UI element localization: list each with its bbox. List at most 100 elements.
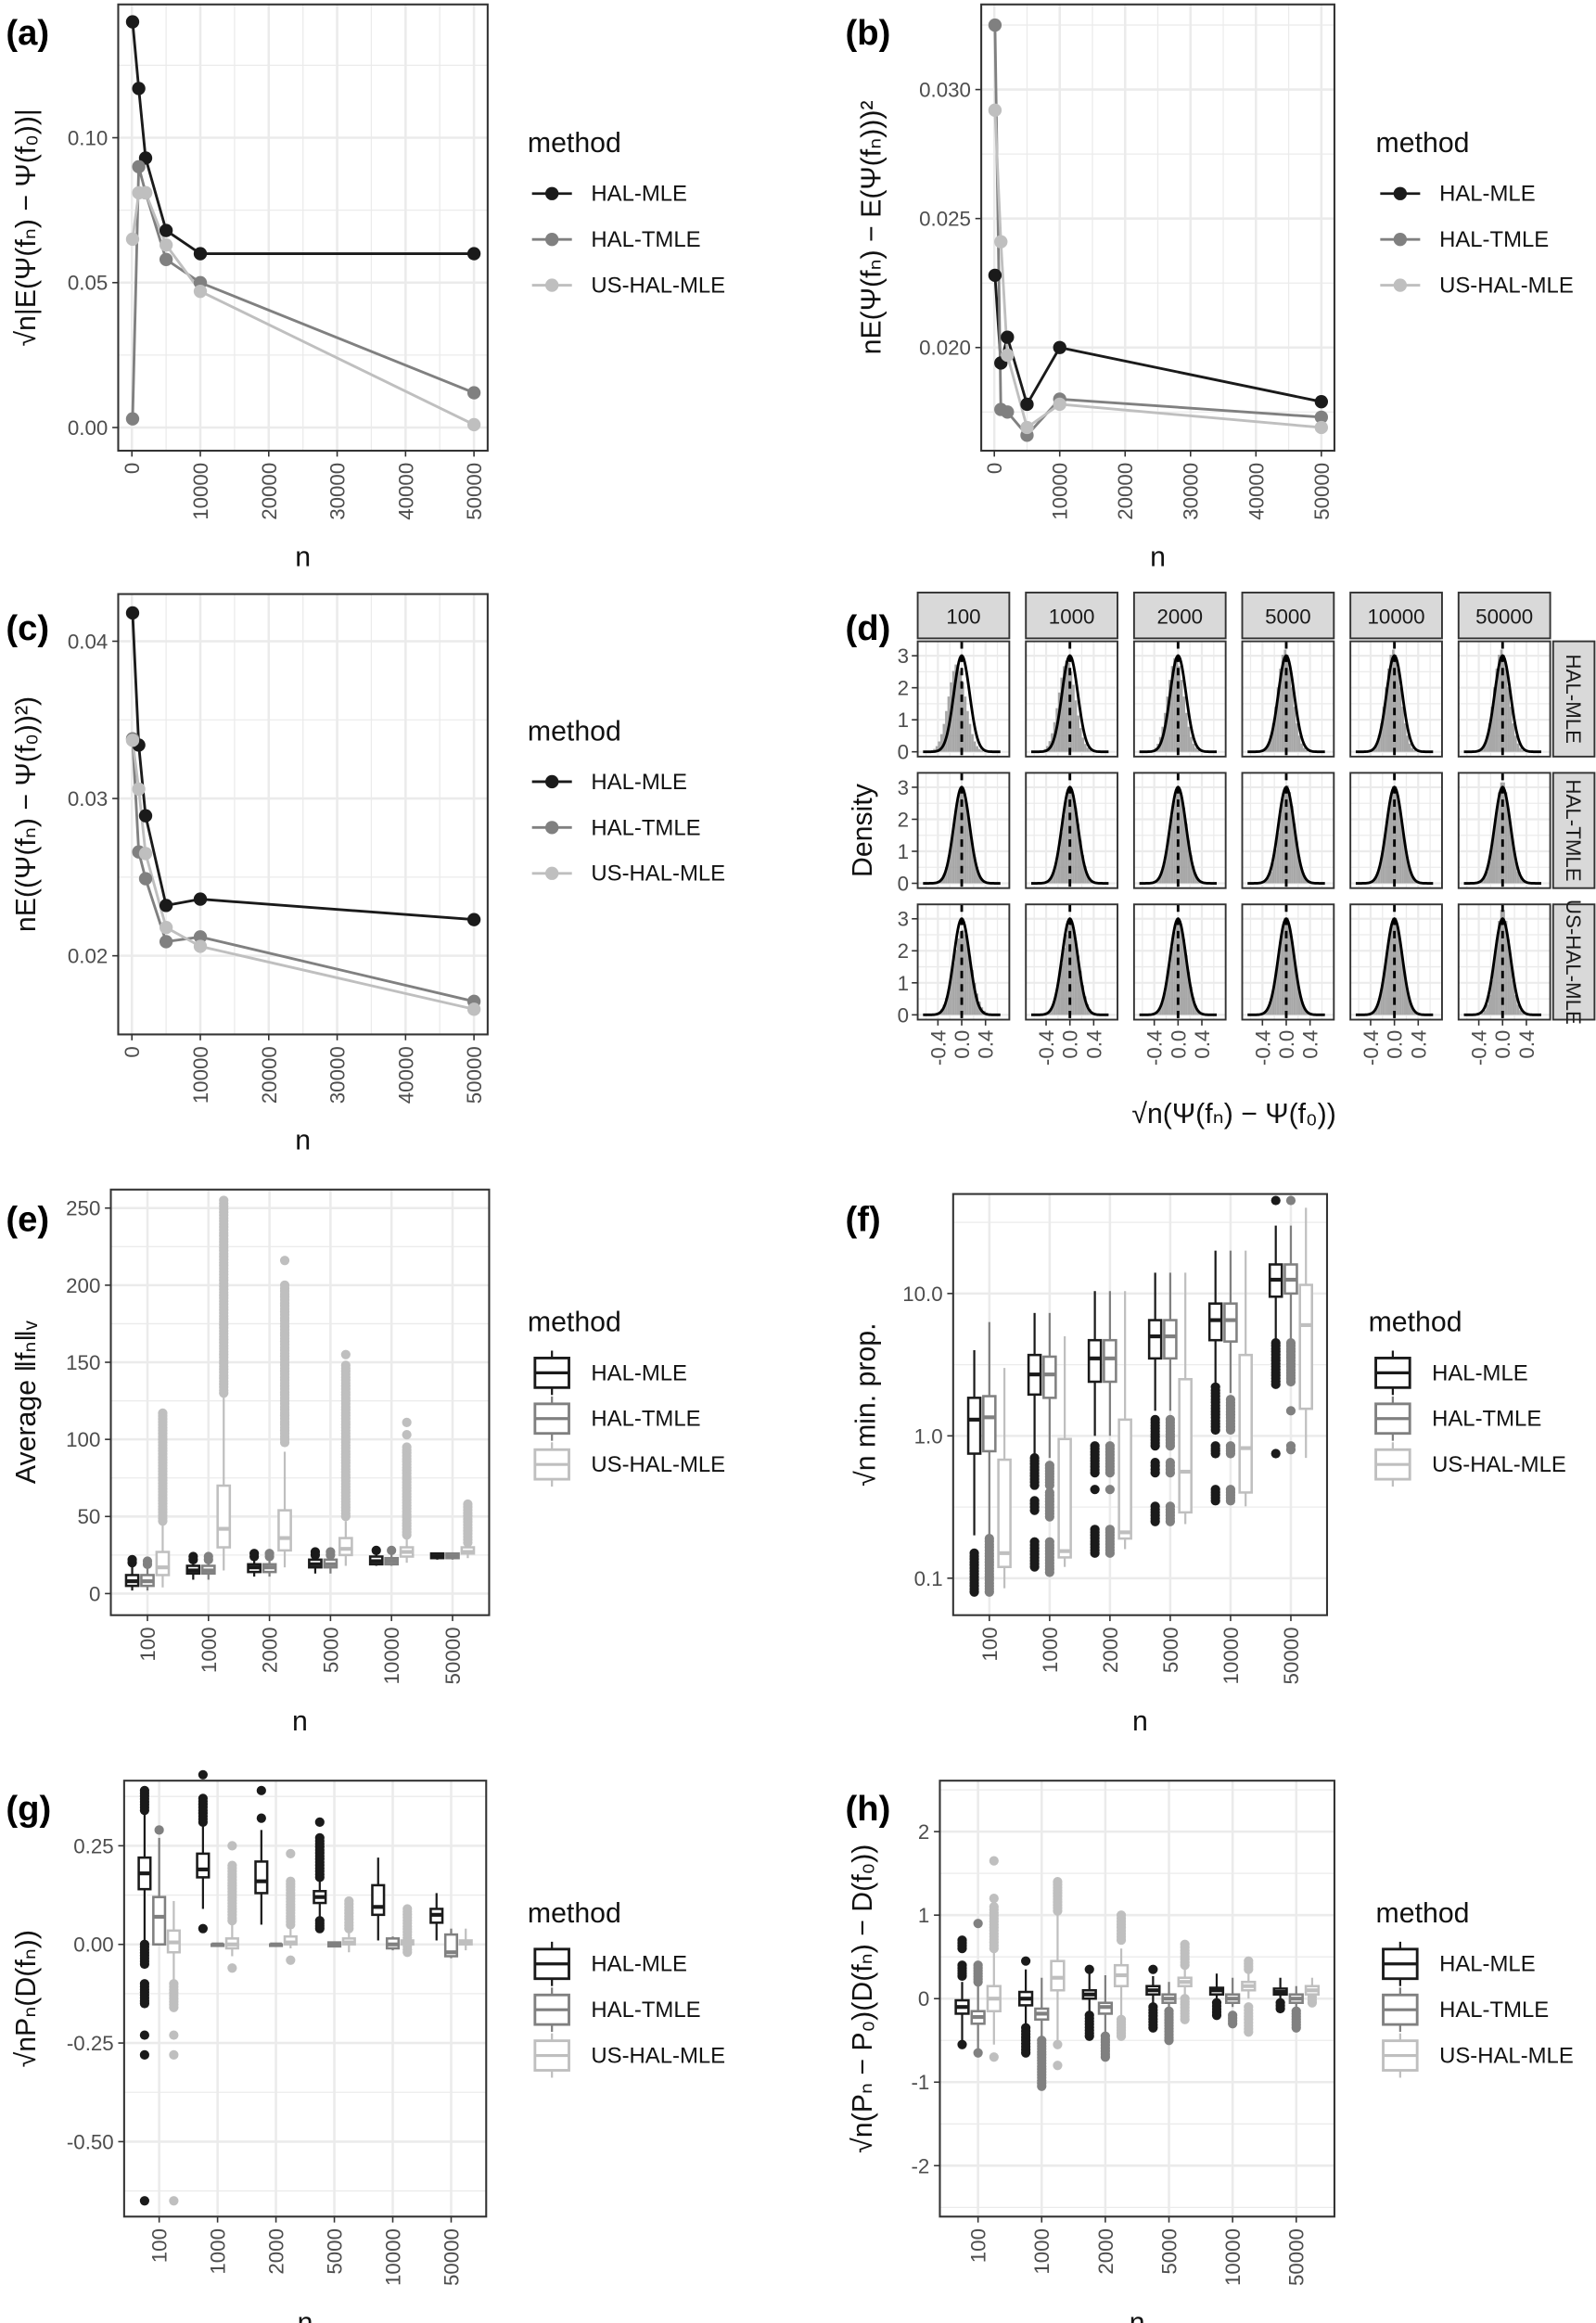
histogram-bar: [1403, 723, 1407, 752]
y-tick-label: 1: [918, 1904, 929, 1927]
boxplot-us-hal-mle: [338, 1349, 353, 1566]
panel-letter: (g): [6, 1789, 51, 1829]
boxplot-hal-mle: [1147, 1272, 1163, 1526]
panel-border: [980, 3, 1335, 453]
outlier-point: [989, 1894, 999, 1904]
histogram-bar: [1406, 860, 1410, 884]
facet: -0.4 0.0 0.4: [1025, 903, 1118, 1066]
legend-label: US-HAL-MLE: [591, 2044, 725, 2069]
outlier-point: [264, 1549, 275, 1559]
outlier-point: [957, 1935, 967, 1946]
data-point: [988, 103, 1002, 118]
boxplot-hal-mle: [247, 1549, 262, 1577]
y-tick-label: 100: [66, 1428, 100, 1451]
legend-label: HAL-MLE: [591, 1952, 687, 1977]
y-tick-label: -2: [911, 2154, 929, 2177]
panel-border: [1132, 640, 1227, 758]
box: [966, 1397, 982, 1455]
x-tick-label: 2000: [1099, 1627, 1122, 1673]
x-axis-title: n: [298, 2308, 313, 2323]
outlier-point: [1285, 1337, 1296, 1348]
legend-item-hal-mle: HAL-MLE: [1374, 1350, 1528, 1396]
outlier-point: [1180, 1939, 1190, 1949]
histogram-bar: [973, 741, 977, 752]
legend-item-hal-tmle: HAL-TMLE: [533, 1987, 701, 2033]
histogram-bar: [1483, 877, 1487, 884]
legend-key-point: [1393, 186, 1408, 200]
histogram-bar: [1519, 1010, 1522, 1015]
outlier-point: [198, 1769, 208, 1780]
legend-key-point: [1393, 232, 1408, 247]
boxplot-us-hal-mle: [277, 1256, 292, 1568]
outlier-point: [1210, 1485, 1220, 1495]
histogram-bar: [1276, 960, 1280, 1015]
histogram-bar: [1163, 992, 1167, 1015]
histogram-bar: [954, 664, 957, 752]
histogram-bar: [1180, 795, 1183, 884]
boxplot-hal-tmle: [269, 1942, 284, 1947]
histogram-bar: [976, 746, 979, 752]
histogram-bar: [1270, 1002, 1272, 1015]
x-tick-label: 0: [121, 463, 144, 474]
histogram-bar: [1192, 744, 1195, 752]
boxplot-hal-mle: [1208, 1973, 1225, 2021]
x-tick-label: -0.4: [1035, 1030, 1058, 1066]
boxplot-hal-mle: [368, 1545, 384, 1566]
histogram-bar: [1302, 874, 1306, 884]
histogram-bar: [962, 793, 964, 884]
legend-item-hal-mle: HAL-MLE: [1382, 1941, 1536, 1986]
legend-item-hal-tmle: HAL-TMLE: [1380, 227, 1549, 252]
histogram-bar: [1487, 994, 1491, 1015]
legend: method HAL-MLE HAL-TMLE US-HAL-MLE: [1376, 1898, 1574, 2078]
histogram-bar: [1166, 979, 1169, 1015]
histogram-bar: [1382, 845, 1385, 884]
facet: [1457, 772, 1551, 889]
x-tick-label: 0.4: [1299, 1030, 1322, 1059]
histogram-bar: [1394, 917, 1398, 1015]
x-tick-label: 20000: [1114, 463, 1137, 520]
x-tick-label: 0.0: [1059, 1030, 1082, 1059]
histogram-bar: [1072, 929, 1075, 1015]
histogram-bar: [1057, 848, 1061, 884]
histogram-bar: [1079, 971, 1082, 1015]
y-axis-title: √n(Pₙ − P₀)(D(fₙ) − D(f₀)): [848, 1844, 878, 2153]
plot-background: [123, 1781, 487, 2217]
legend-key-point: [545, 186, 559, 200]
panel-a: 0.00 0.05 0.10 0 10000 20000 30000 40000 50000 n √…: [6, 3, 725, 572]
panel-border: [1349, 640, 1443, 758]
histogram-bar: [971, 843, 974, 884]
histogram-bar: [951, 827, 955, 884]
histogram-bar: [1382, 976, 1385, 1015]
boxplot-us-hal-mle: [460, 1499, 476, 1559]
histogram-bar: [956, 799, 960, 884]
outlier-point: [139, 2030, 149, 2040]
histogram-bar: [1386, 668, 1390, 752]
x-tick-label: 10000: [189, 1046, 212, 1104]
histogram-bar: [1185, 955, 1188, 1015]
histogram-bar: [1411, 876, 1414, 884]
histogram-bar: [1403, 845, 1407, 884]
histogram-bar: [1285, 655, 1289, 752]
outlier-point: [1090, 1525, 1100, 1535]
x-tick-label: 0: [121, 1046, 144, 1057]
outlier-point: [227, 1841, 237, 1851]
y-tick-label: 0.04: [68, 630, 108, 653]
histogram-bar: [1504, 792, 1508, 884]
data-point: [1020, 420, 1034, 435]
series-line-hal-mle: [131, 21, 475, 255]
data-point: [138, 809, 153, 823]
histogram-bar: [1180, 680, 1183, 752]
boxplot-hal-mle: [1081, 1964, 1097, 2041]
outlier-point: [203, 1551, 213, 1562]
y-tick-label: 1: [898, 708, 909, 732]
histogram-bar: [1055, 990, 1058, 1015]
facet: [1349, 640, 1443, 758]
histogram-bar: [1411, 1007, 1414, 1015]
boxplot-hal-mle: [185, 1551, 201, 1580]
histogram-bar: [1283, 917, 1286, 1015]
histogram-bar: [945, 998, 948, 1015]
histogram-bar: [1377, 870, 1381, 884]
panel-border: [951, 1193, 1329, 1616]
outlier-point: [1275, 1998, 1285, 2008]
histogram-bar: [1401, 707, 1404, 752]
